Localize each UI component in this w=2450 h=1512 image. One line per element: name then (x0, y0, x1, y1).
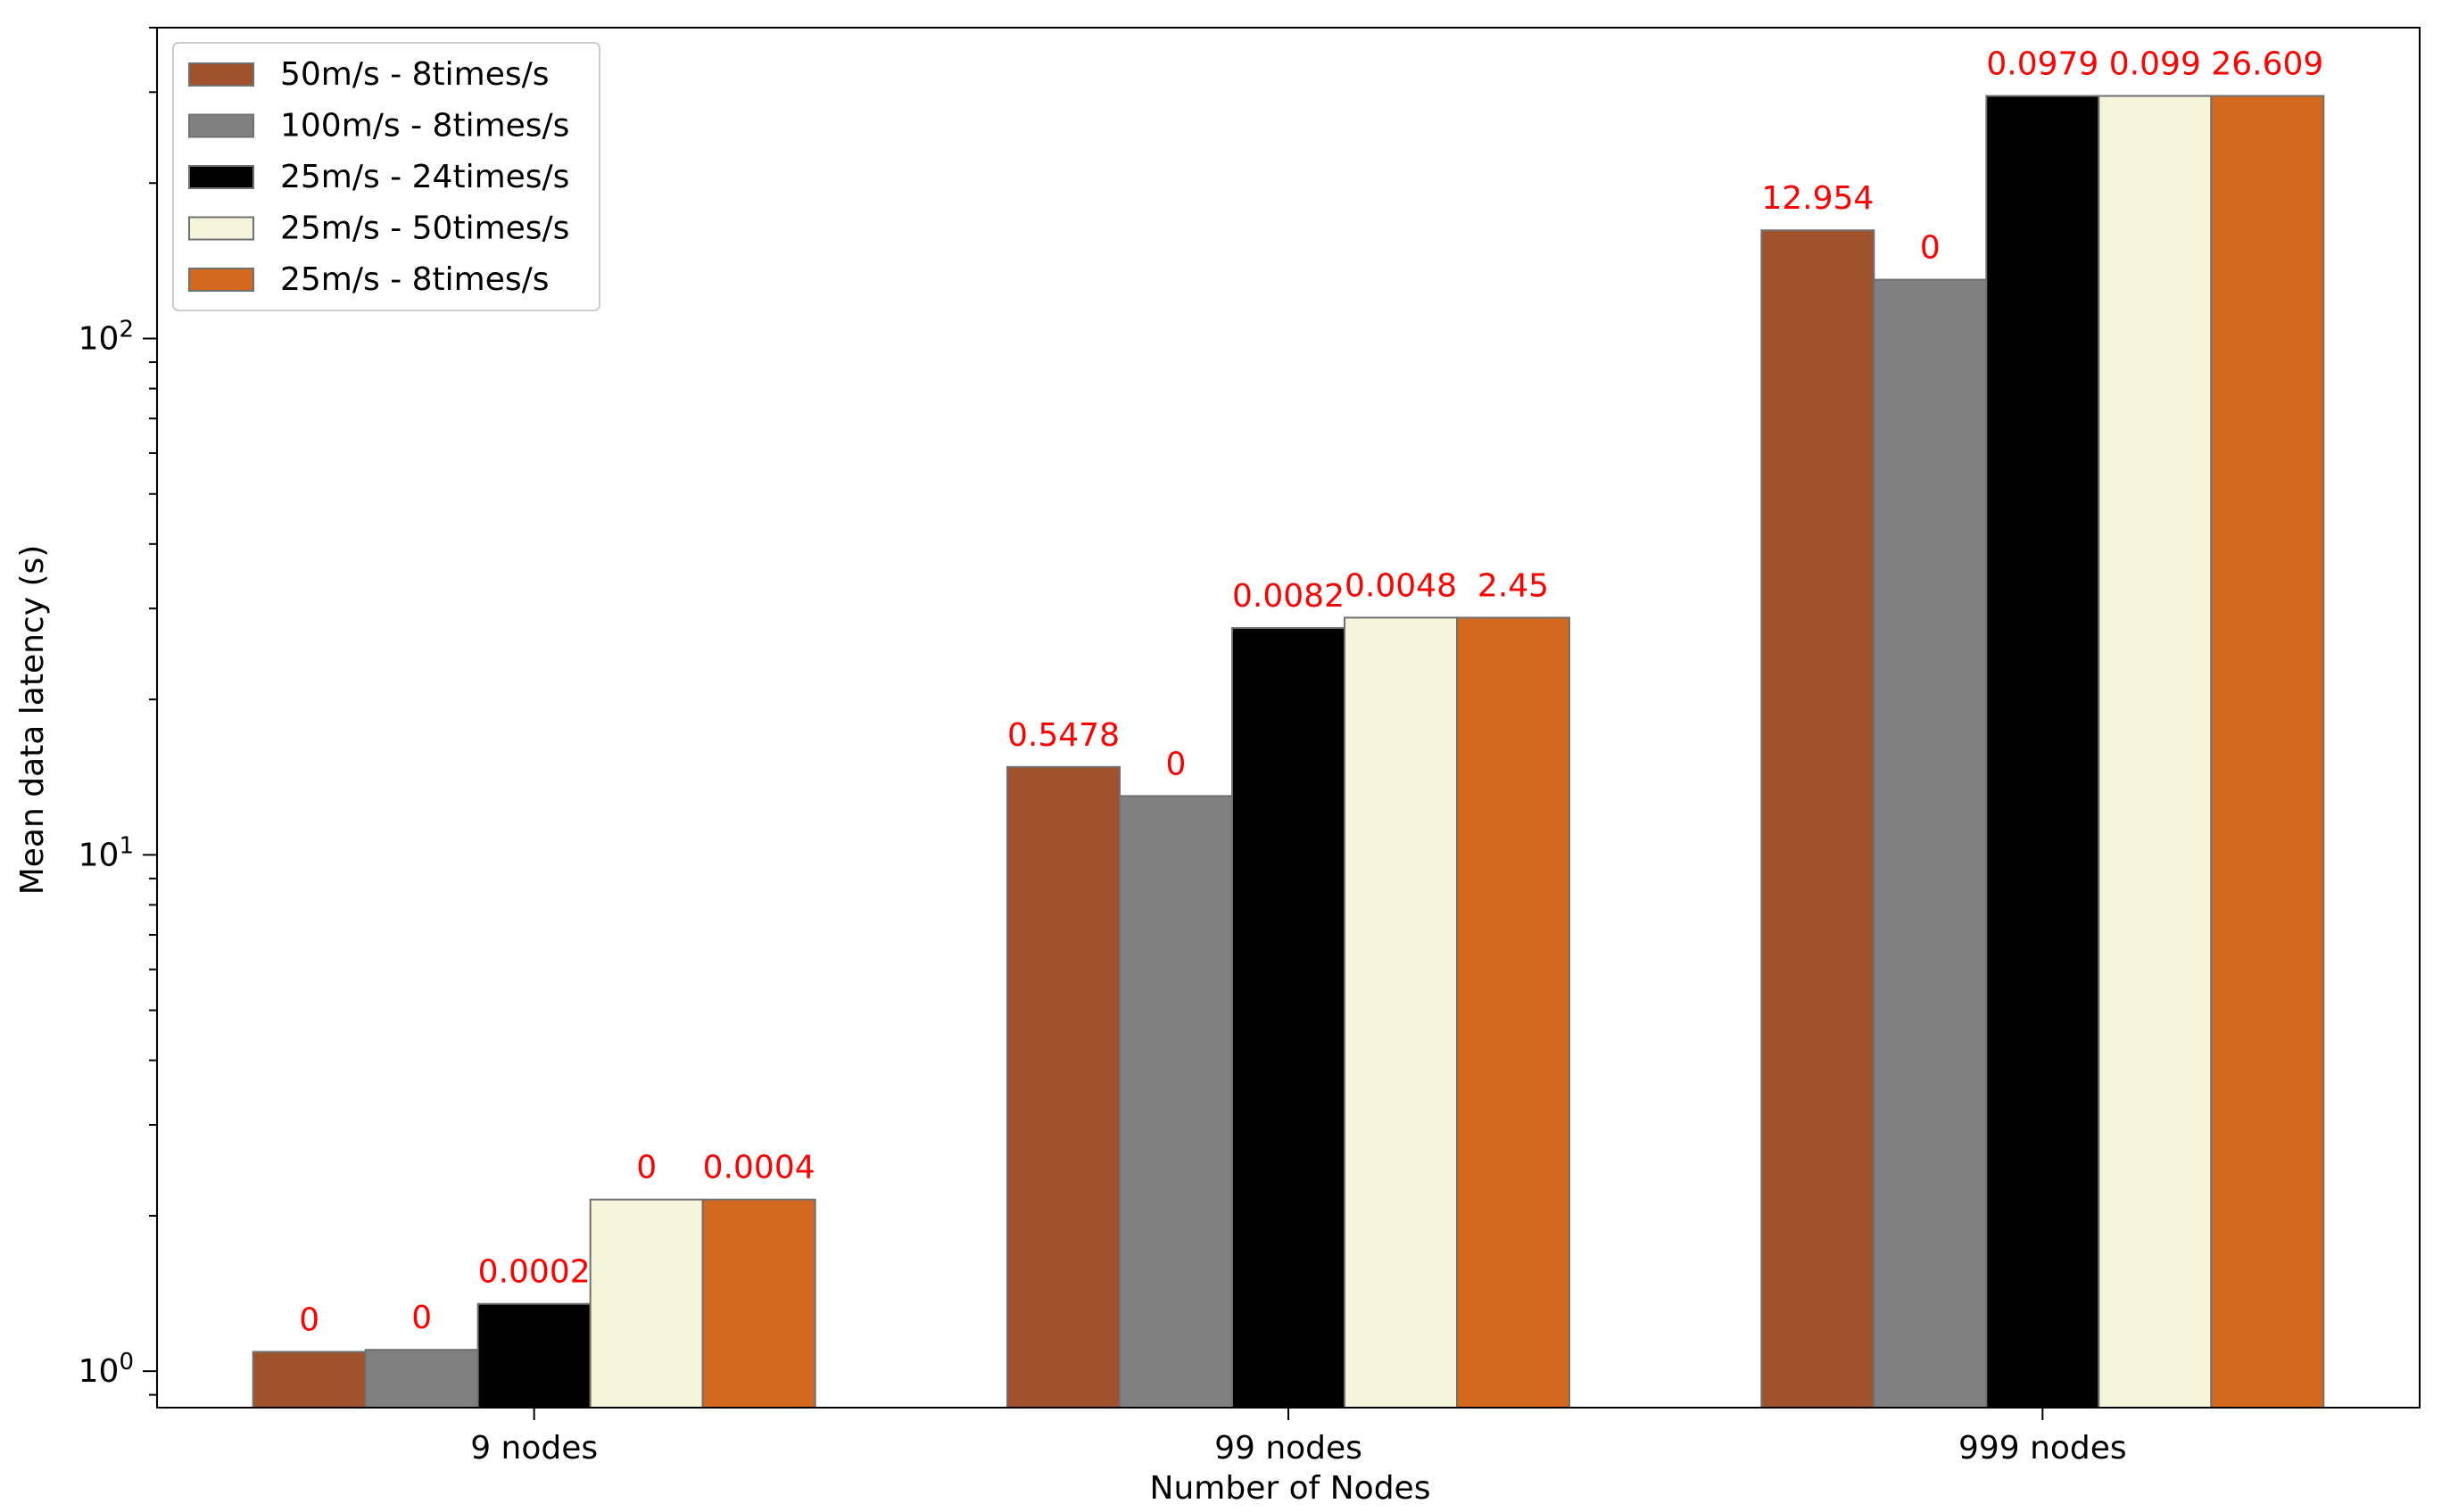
legend-swatch (188, 113, 254, 138)
legend-swatch (188, 216, 254, 241)
bar (2210, 95, 2325, 1409)
bar (1985, 95, 2100, 1409)
bar (364, 1349, 479, 1409)
bar (1006, 765, 1121, 1409)
y-tick-label: 102 (79, 316, 134, 357)
bar-value-label: 0.0004 (703, 1150, 815, 1186)
bar (2098, 95, 2213, 1409)
bar-value-label: 0.5478 (1007, 717, 1120, 754)
x-axis-label: Number of Nodes (1150, 1470, 1431, 1507)
legend-label: 100m/s - 8times/s (280, 108, 569, 145)
legend: 50m/s - 8times/s 100m/s - 8times/s 25m/s -… (172, 42, 600, 311)
bar (1456, 616, 1570, 1409)
bar (701, 1198, 816, 1409)
y-axis-label: Mean data latency (s) (14, 545, 51, 896)
bar-value-label: 0.0002 (478, 1254, 591, 1291)
bar-value-label: 0 (411, 1300, 432, 1336)
bar-value-label: 0 (1920, 230, 1941, 267)
legend-swatch (188, 268, 254, 292)
bar (1119, 795, 1233, 1409)
bar-value-label: 0 (299, 1301, 319, 1338)
legend-label: 25m/s - 50times/s (280, 211, 569, 247)
legend-label: 25m/s - 8times/s (280, 261, 550, 298)
legend-label: 25m/s - 24times/s (280, 159, 569, 195)
bar-value-label: 0.0048 (1345, 567, 1457, 604)
bar (476, 1302, 592, 1409)
bar (589, 1198, 704, 1409)
bar-value-label: 0 (636, 1150, 657, 1186)
x-tick-label: 9 nodes (470, 1430, 598, 1467)
plot-border (156, 27, 2421, 1409)
bar (1760, 229, 1875, 1409)
legend-swatch (188, 62, 254, 87)
legend-label: 50m/s - 8times/s (280, 56, 550, 93)
bar-value-label: 0 (1166, 746, 1187, 782)
bar-value-label: 0.099 (2109, 46, 2201, 83)
bar (252, 1351, 367, 1409)
x-axis: 9 nodes 99 nodes 999 nodes (470, 1408, 2127, 1467)
legend-box (172, 42, 600, 311)
bar-value-label: 2.45 (1477, 567, 1549, 604)
bar (1231, 627, 1345, 1409)
y-axis: 100 101 102 (79, 27, 157, 1396)
plot-frame (156, 27, 2421, 1409)
bar-value-label: 26.609 (2211, 46, 2323, 83)
bar (1344, 616, 1458, 1409)
bar (1873, 278, 1988, 1409)
x-tick-label: 999 nodes (1958, 1430, 2127, 1467)
legend-swatch (188, 165, 254, 189)
y-tick-label: 100 (79, 1349, 134, 1390)
y-tick-label: 101 (79, 832, 134, 873)
bars-group (252, 95, 2325, 1409)
bar-value-label: 0.0979 (1986, 46, 2098, 83)
bar-labels-group: 0 0 0.0002 0 0.0004 0.5478 0 0.0082 0.0048 2.45 12… (299, 46, 2323, 1339)
bar-value-label: 0.0082 (1232, 578, 1345, 615)
bar-value-label: 12.954 (1761, 180, 1874, 217)
x-tick-label: 99 nodes (1214, 1430, 1362, 1467)
